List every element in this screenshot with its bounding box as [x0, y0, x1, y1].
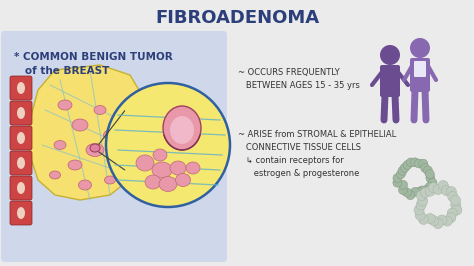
Circle shape: [441, 185, 451, 196]
Ellipse shape: [17, 207, 25, 219]
Ellipse shape: [17, 182, 25, 194]
Ellipse shape: [79, 180, 91, 190]
Circle shape: [452, 205, 462, 215]
Ellipse shape: [114, 156, 126, 164]
Circle shape: [399, 180, 408, 189]
Circle shape: [433, 185, 443, 194]
Ellipse shape: [145, 175, 161, 189]
Ellipse shape: [159, 177, 177, 192]
Circle shape: [451, 200, 461, 210]
Ellipse shape: [163, 106, 201, 150]
Circle shape: [406, 191, 415, 200]
Circle shape: [447, 187, 456, 197]
Circle shape: [419, 159, 428, 168]
Circle shape: [425, 169, 434, 178]
FancyBboxPatch shape: [10, 76, 32, 100]
Ellipse shape: [136, 155, 154, 171]
Circle shape: [417, 190, 427, 201]
Circle shape: [450, 195, 461, 205]
FancyBboxPatch shape: [414, 61, 426, 77]
Circle shape: [442, 216, 452, 226]
Circle shape: [403, 160, 412, 169]
Ellipse shape: [175, 173, 191, 186]
Ellipse shape: [54, 140, 66, 149]
Circle shape: [438, 180, 448, 190]
Circle shape: [400, 163, 409, 172]
Ellipse shape: [17, 82, 25, 94]
Circle shape: [414, 159, 423, 168]
Text: FIBROADENOMA: FIBROADENOMA: [155, 9, 319, 27]
Ellipse shape: [94, 106, 106, 114]
Polygon shape: [30, 65, 148, 200]
Circle shape: [393, 173, 402, 182]
Ellipse shape: [49, 171, 61, 179]
Circle shape: [428, 178, 437, 187]
Text: ~ ARISE from STROMAL & EPITHELIAL: ~ ARISE from STROMAL & EPITHELIAL: [238, 130, 396, 139]
Circle shape: [425, 214, 435, 224]
Ellipse shape: [153, 149, 167, 161]
Circle shape: [414, 205, 424, 215]
Circle shape: [418, 196, 428, 206]
Text: estrogen & progesterone: estrogen & progesterone: [238, 169, 359, 178]
Ellipse shape: [17, 132, 25, 144]
FancyBboxPatch shape: [10, 151, 32, 175]
Circle shape: [406, 158, 415, 167]
Circle shape: [415, 210, 425, 220]
Ellipse shape: [103, 130, 117, 140]
Circle shape: [433, 219, 443, 228]
Ellipse shape: [17, 107, 25, 119]
Circle shape: [410, 38, 430, 58]
Ellipse shape: [186, 162, 200, 174]
Circle shape: [410, 188, 419, 196]
Circle shape: [426, 173, 435, 182]
Circle shape: [402, 188, 411, 197]
Circle shape: [429, 216, 439, 226]
Circle shape: [414, 187, 423, 196]
FancyBboxPatch shape: [410, 58, 430, 92]
Ellipse shape: [170, 161, 186, 175]
Circle shape: [396, 170, 405, 179]
Ellipse shape: [152, 162, 172, 178]
Circle shape: [416, 200, 426, 210]
Circle shape: [428, 182, 438, 193]
Circle shape: [106, 83, 230, 207]
Circle shape: [419, 214, 428, 225]
Ellipse shape: [17, 157, 25, 169]
Text: CONNECTIVE TISSUE CELLS: CONNECTIVE TISSUE CELLS: [238, 143, 361, 152]
Ellipse shape: [170, 116, 194, 144]
Circle shape: [380, 45, 400, 65]
Circle shape: [422, 185, 431, 194]
Circle shape: [410, 158, 419, 167]
FancyBboxPatch shape: [10, 201, 32, 225]
Ellipse shape: [58, 100, 72, 110]
FancyBboxPatch shape: [1, 31, 227, 262]
Ellipse shape: [68, 160, 82, 170]
FancyBboxPatch shape: [10, 101, 32, 125]
Ellipse shape: [72, 119, 88, 131]
Circle shape: [423, 166, 432, 175]
Circle shape: [420, 188, 430, 198]
Circle shape: [437, 215, 447, 225]
Circle shape: [420, 163, 429, 172]
Circle shape: [447, 192, 458, 202]
FancyBboxPatch shape: [380, 65, 400, 97]
FancyBboxPatch shape: [10, 176, 32, 200]
Circle shape: [425, 186, 435, 196]
Ellipse shape: [90, 144, 100, 152]
Ellipse shape: [104, 176, 116, 184]
Circle shape: [399, 186, 408, 194]
Circle shape: [447, 208, 457, 218]
Text: ~ OCCURS FREQUENTLY
   BETWEEN AGES 15 - 35 yrs: ~ OCCURS FREQUENTLY BETWEEN AGES 15 - 35…: [238, 68, 360, 90]
Circle shape: [398, 166, 407, 175]
Circle shape: [393, 178, 402, 187]
FancyBboxPatch shape: [10, 126, 32, 150]
Text: * COMMON BENIGN TUMOR
   of the BREAST: * COMMON BENIGN TUMOR of the BREAST: [14, 52, 173, 76]
Circle shape: [425, 182, 434, 191]
Circle shape: [418, 186, 427, 195]
Ellipse shape: [86, 143, 104, 156]
Text: ↳ contain receptors for: ↳ contain receptors for: [238, 156, 344, 165]
Circle shape: [446, 213, 456, 223]
